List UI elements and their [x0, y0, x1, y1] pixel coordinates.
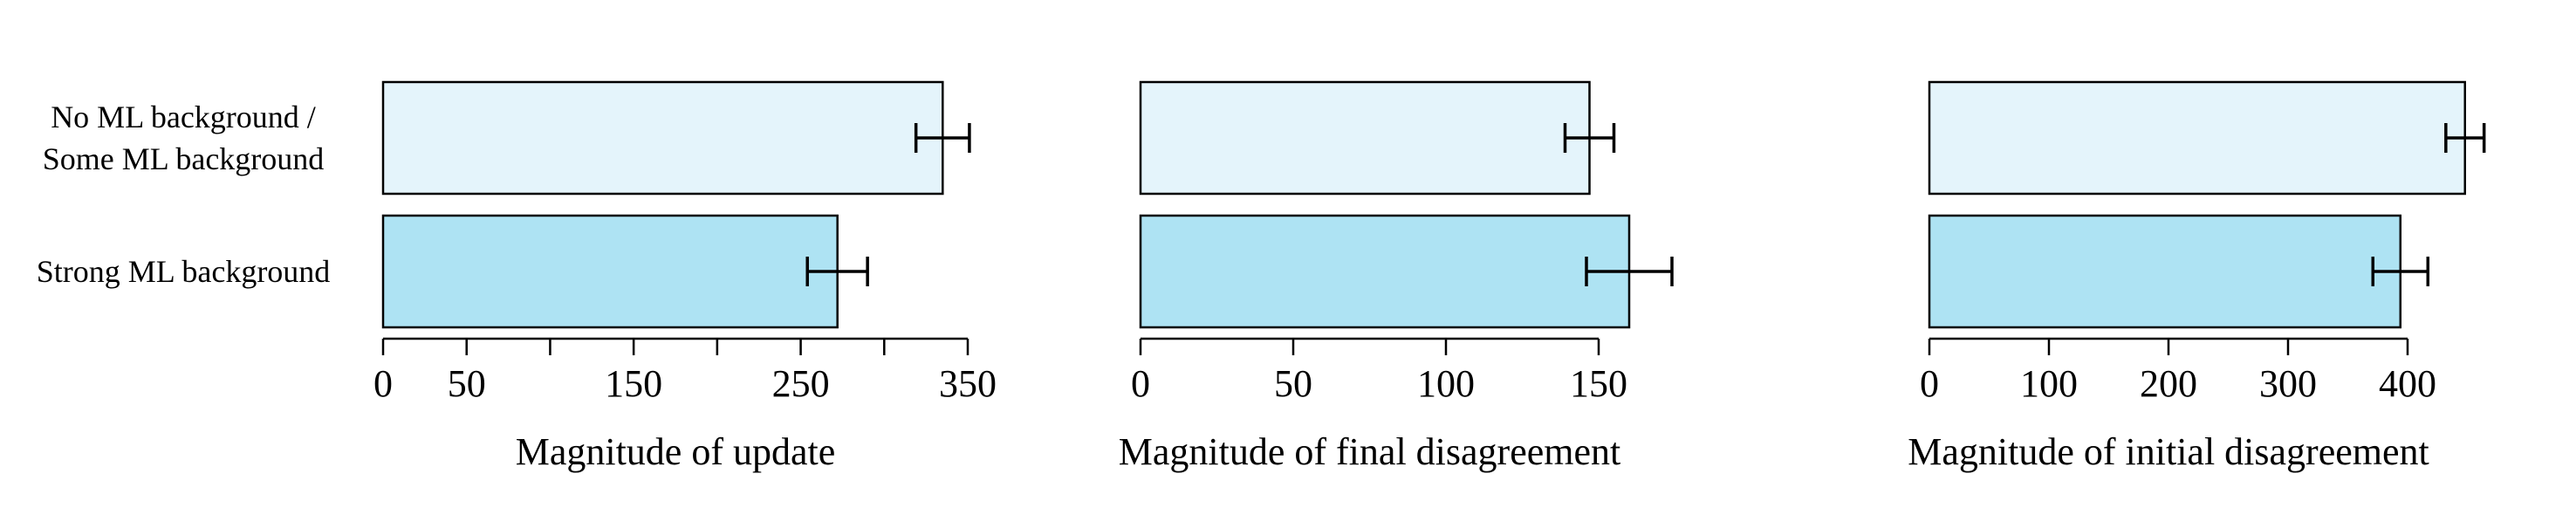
error-bar — [914, 123, 971, 153]
bar — [1928, 214, 2402, 329]
x-tick-label: 100 — [2020, 362, 2078, 405]
bar — [1139, 80, 1591, 196]
bar — [1928, 80, 2467, 196]
x-tick-label: 200 — [2140, 362, 2197, 405]
x-tick-label: 0 — [1920, 362, 1939, 405]
error-bar — [805, 257, 869, 286]
bar — [1139, 214, 1631, 329]
x-axis-label: Magnitude of final disagreement — [1119, 430, 1620, 473]
x-axis-label: Magnitude of update — [516, 430, 836, 473]
x-tick-label: 100 — [1417, 362, 1475, 405]
bar — [381, 80, 944, 196]
error-bar — [1563, 123, 1616, 153]
category-label: No ML background / Some ML background — [42, 100, 325, 176]
category-label: Strong ML background — [36, 254, 331, 289]
error-bar — [1585, 257, 1674, 286]
bar — [381, 214, 839, 329]
x-tick-label: 0 — [1131, 362, 1150, 405]
x-tick-label: 150 — [1570, 362, 1627, 405]
x-tick-label: 300 — [2259, 362, 2317, 405]
x-tick-label: 250 — [772, 362, 830, 405]
error-bar — [2444, 123, 2486, 153]
x-tick-label: 50 — [1274, 362, 1312, 405]
x-tick-label: 0 — [373, 362, 393, 405]
x-tick-label: 50 — [448, 362, 486, 405]
x-tick-label: 350 — [939, 362, 997, 405]
x-tick-label: 150 — [605, 362, 662, 405]
error-bar — [2371, 257, 2430, 286]
x-axis-label: Magnitude of initial disagreement — [1908, 430, 2429, 473]
x-tick-label: 400 — [2379, 362, 2436, 405]
